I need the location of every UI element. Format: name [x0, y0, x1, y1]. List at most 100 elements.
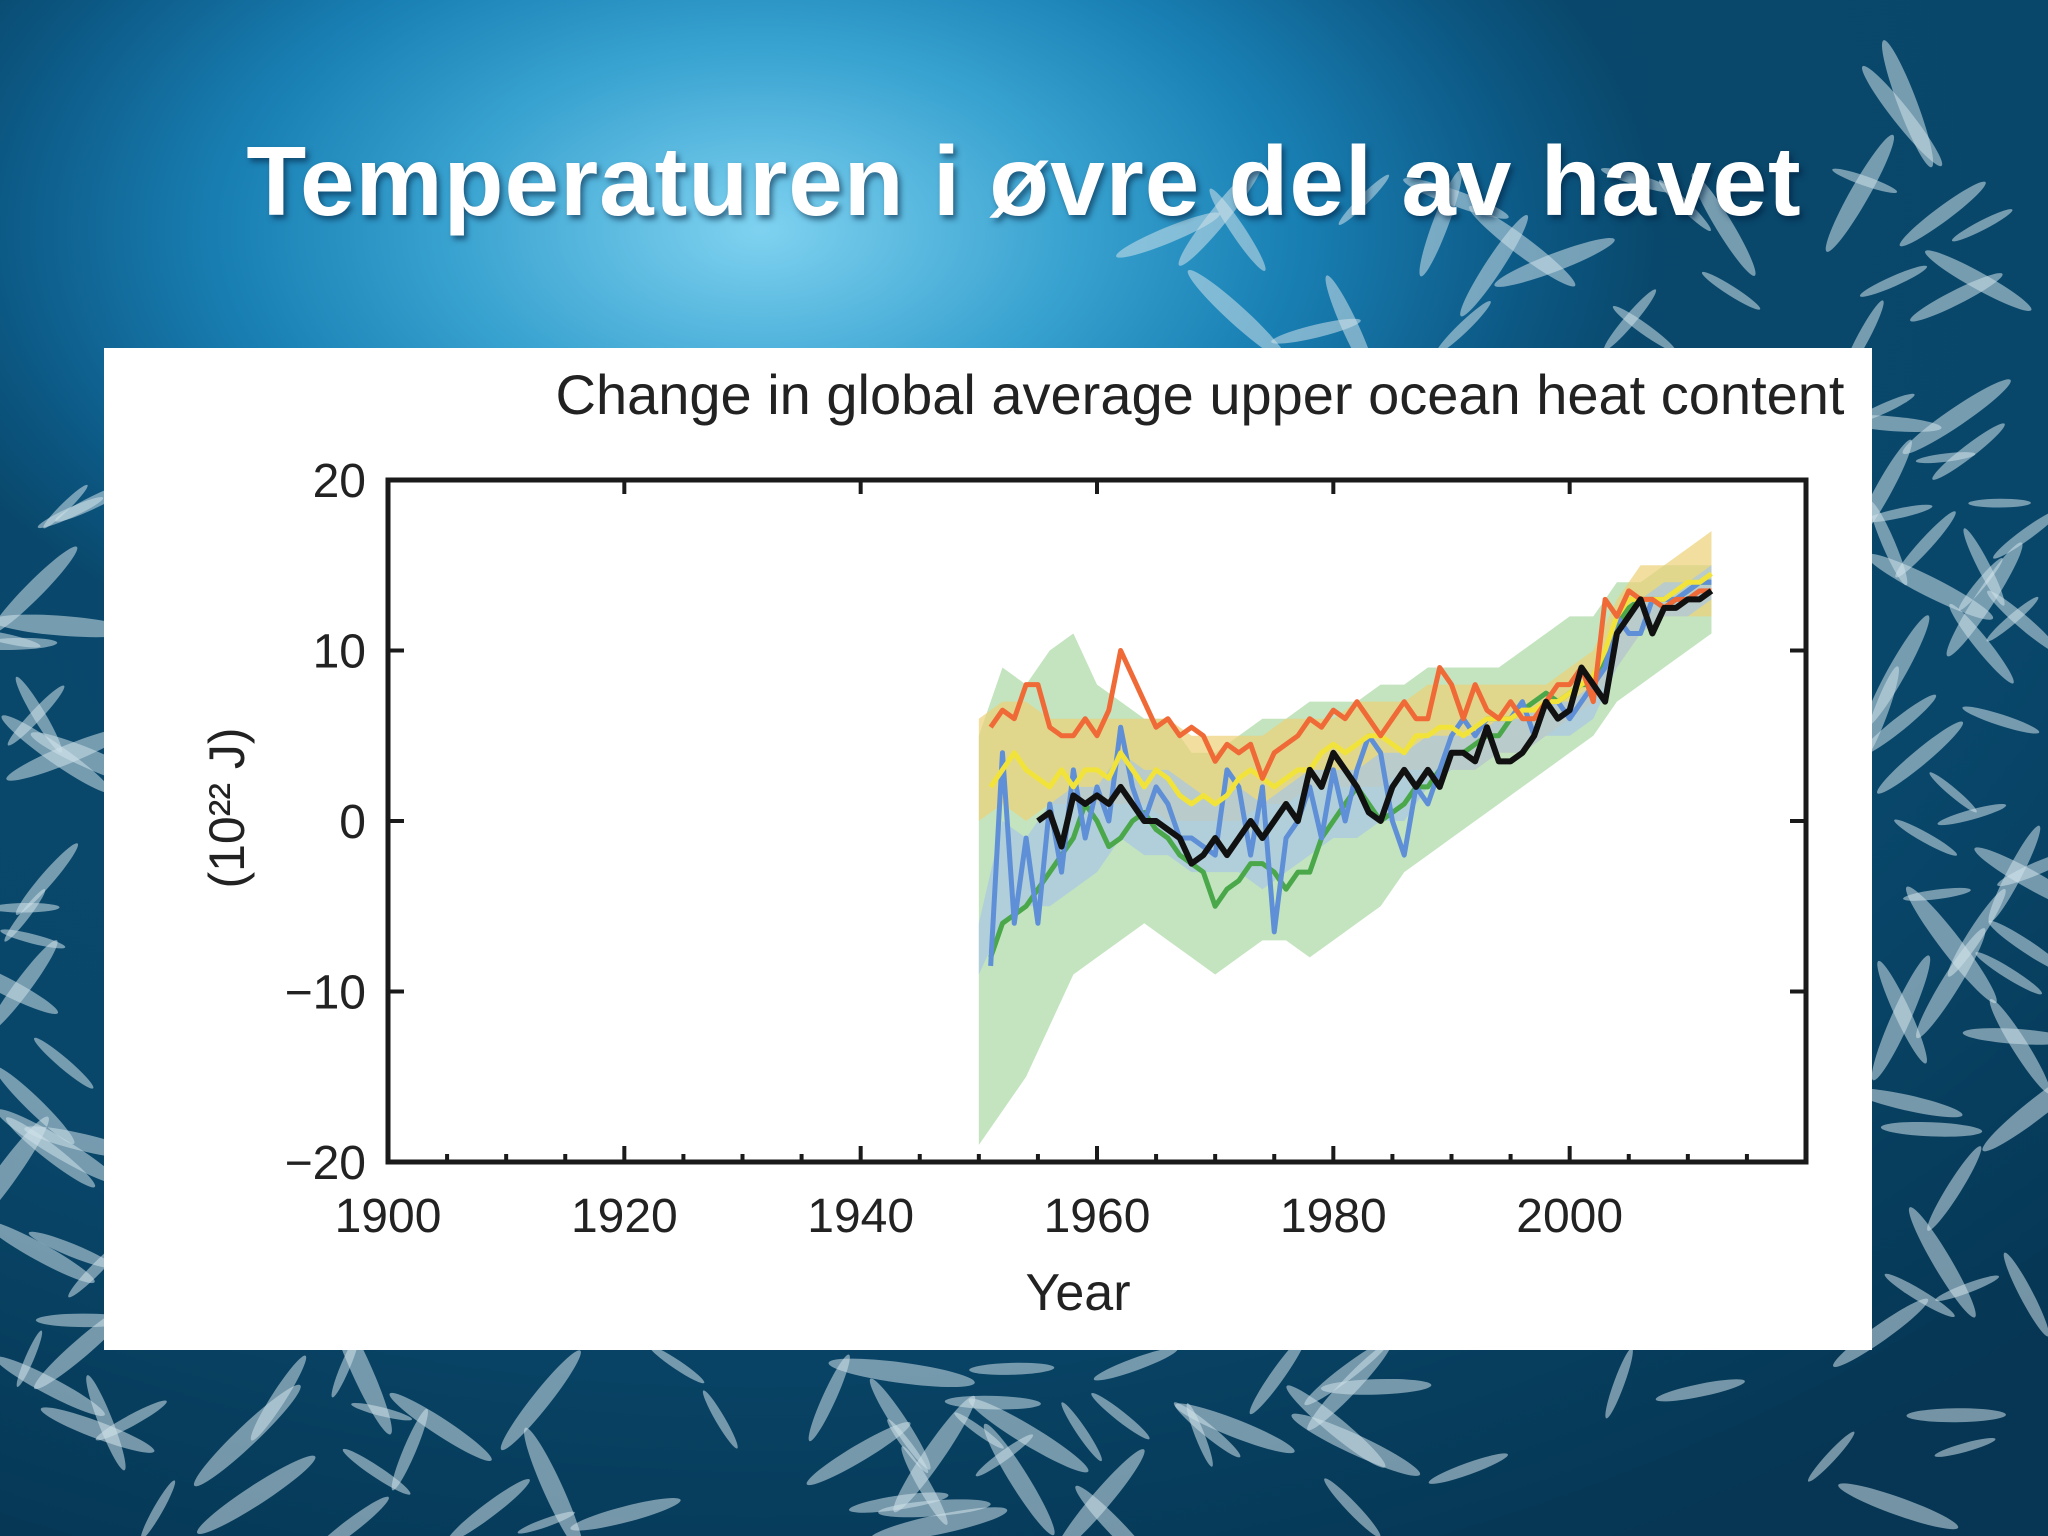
- fish-silhouette: [0, 614, 135, 638]
- fish-silhouette: [4, 888, 46, 942]
- fish-silhouette: [1894, 819, 1958, 856]
- fish-silhouette: [1906, 1408, 2006, 1423]
- fish-silhouette: [331, 1335, 360, 1398]
- x-tick-label: 2000: [1516, 1190, 1623, 1243]
- fish-silhouette: [1915, 452, 1976, 464]
- series-line-4: [988, 588, 1712, 781]
- fish-silhouette: [1934, 1438, 1996, 1457]
- fish-silhouette: [1925, 250, 2032, 311]
- fish-silhouette: [1853, 1088, 1963, 1118]
- fish-silhouette: [523, 1427, 584, 1536]
- fish-silhouette: [1338, 174, 1390, 225]
- fish-silhouette: [342, 1448, 411, 1495]
- fish-silhouette: [1600, 167, 1677, 193]
- fish-silhouette: [0, 929, 66, 949]
- x-tick-label: 1960: [1044, 1190, 1151, 1243]
- fish-silhouette: [1927, 1146, 1982, 1231]
- fish-silhouette: [1864, 504, 1933, 523]
- fish-silhouette: [1403, 178, 1509, 219]
- fish-silhouette: [197, 1455, 316, 1535]
- fish-silhouette: [1937, 803, 2007, 826]
- fish-silhouette: [0, 1116, 49, 1238]
- fish-silhouette: [1975, 952, 2042, 995]
- fish-silhouette: [1877, 721, 1964, 794]
- y-tick-label: −10: [285, 967, 366, 1020]
- x-tick-label: 1920: [571, 1190, 678, 1243]
- fish-silhouette: [0, 955, 59, 1015]
- fish-silhouette: [15, 843, 79, 915]
- fish-silhouette: [1866, 553, 1994, 620]
- fish-silhouette: [0, 546, 78, 634]
- fish-silhouette: [1655, 1379, 1745, 1402]
- fish-silhouette: [901, 1446, 948, 1525]
- fish-silhouette: [1436, 300, 1491, 354]
- ocean-heat-chart: Change in global average upper ocean hea…: [199, 363, 1845, 1322]
- series-line-5: [1036, 588, 1714, 867]
- fish-silhouette: [1187, 270, 1287, 361]
- fish-silhouette: [7, 685, 65, 746]
- fish-silhouette: [1929, 772, 1977, 813]
- fish-silhouette: [0, 630, 41, 648]
- fish-silhouette: [16, 1330, 43, 1387]
- fish-silhouette: [1946, 542, 2023, 657]
- fish-silhouette: [1055, 1449, 1145, 1536]
- fish-silhouette: [517, 1511, 575, 1534]
- fish-silhouette: [2003, 1252, 2048, 1337]
- y-tick-label: 10: [313, 626, 366, 679]
- fish-silhouette: [351, 1402, 413, 1421]
- fish-silhouette: [33, 1037, 94, 1089]
- slide-title: Temperaturen i øvre del av havet: [246, 126, 1802, 236]
- fish-silhouette: [983, 1423, 1055, 1536]
- fish-silhouette: [1838, 1483, 1959, 1530]
- fish-silhouette: [1968, 498, 2031, 508]
- fish-silhouette: [1307, 1342, 1392, 1431]
- fish-silhouette: [1209, 188, 1266, 271]
- fish-silhouette: [0, 1066, 75, 1144]
- fish-silhouette: [1962, 706, 2040, 734]
- fish-silhouette: [1884, 1273, 1955, 1318]
- fish-silhouette: [1061, 1402, 1102, 1462]
- fish-silhouette: [1116, 212, 1220, 258]
- fish-silhouette: [828, 1358, 975, 1388]
- fish-silhouette: [1974, 847, 2048, 914]
- fish-silhouette: [1175, 1403, 1295, 1454]
- fish-silhouette: [1859, 265, 1928, 297]
- x-tick-label: 1940: [807, 1190, 914, 1243]
- fish-silhouette: [870, 1507, 1008, 1536]
- fish-silhouette: [1862, 65, 1943, 167]
- fish-silhouette: [1271, 318, 1361, 344]
- fish-silhouette: [1935, 1275, 2000, 1302]
- fish-silhouette: [1905, 886, 1997, 1004]
- fish-silhouette: [308, 1496, 389, 1536]
- fish-silhouette: [1903, 887, 1971, 901]
- fish-silhouette: [1859, 694, 1937, 757]
- fish-silhouette: [500, 1350, 581, 1451]
- fish-silhouette: [1993, 509, 2048, 559]
- fish-silhouette: [1989, 998, 2048, 1094]
- fish-silhouette: [40, 1407, 155, 1453]
- fish-silhouette: [969, 1362, 1055, 1375]
- y-tick-label: −20: [285, 1137, 366, 1190]
- y-axis-label: (10²² J): [199, 727, 255, 888]
- chart-title: Change in global average upper ocean hea…: [556, 363, 1845, 426]
- fish-silhouette: [649, 1346, 705, 1384]
- fish-silhouette: [1324, 1478, 1381, 1536]
- fish-silhouette: [1880, 1121, 1983, 1137]
- fish-silhouette: [1091, 1392, 1150, 1440]
- fish-silhouette: [0, 1109, 119, 1184]
- fish-silhouette: [1, 715, 111, 793]
- fish-silhouette: [447, 1479, 530, 1536]
- fish-silhouette: [808, 1354, 850, 1442]
- fish-silhouette: [1899, 181, 1986, 247]
- fish-silhouette: [570, 1498, 681, 1531]
- fish-silhouette: [1951, 209, 2013, 242]
- y-tick-label: 0: [339, 796, 366, 849]
- fish-silhouette: [1982, 1061, 2048, 1152]
- fish-silhouette: [1987, 590, 2048, 654]
- fish-silhouette: [1093, 1347, 1178, 1381]
- fish-silhouette: [702, 1390, 738, 1449]
- x-axis-label: Year: [1025, 1264, 1130, 1322]
- fish-silhouette: [28, 1231, 114, 1269]
- fish-silhouette: [250, 1355, 307, 1441]
- fish-silhouette: [968, 1398, 1089, 1473]
